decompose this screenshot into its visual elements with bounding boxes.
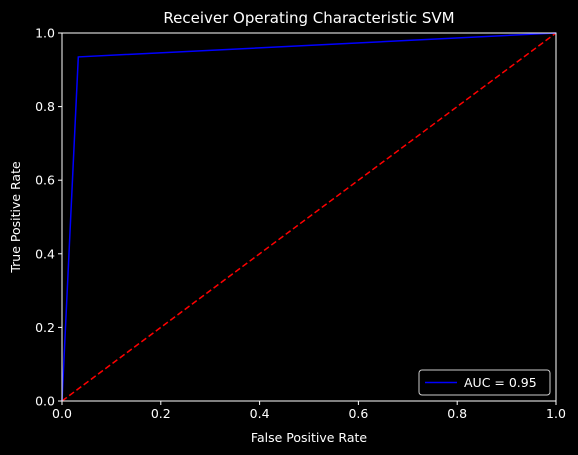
x-tick-label: 0.2: [151, 406, 171, 421]
x-axis-label: False Positive Rate: [251, 430, 367, 445]
y-tick-label: 0.8: [35, 99, 55, 114]
x-tick-label: 1.0: [546, 406, 566, 421]
x-tick-label: 0.6: [348, 406, 368, 421]
chart-title: Receiver Operating Characteristic SVM: [163, 9, 454, 27]
x-tick-label: 0.0: [52, 406, 72, 421]
y-tick-label: 1.0: [35, 26, 55, 41]
legend: AUC = 0.95: [418, 369, 551, 396]
x-axis-ticks: 0.0 0.2 0.4 0.6 0.8 1.0: [52, 401, 566, 421]
legend-label-auc: AUC = 0.95: [464, 375, 537, 390]
y-tick-label: 0.4: [35, 246, 55, 261]
plot-lines: [61, 32, 557, 402]
y-axis-label: True Positive Rate: [8, 161, 23, 274]
y-tick-label: 0.6: [35, 173, 55, 188]
y-tick-label: 0.0: [35, 394, 55, 409]
x-tick-label: 0.4: [250, 406, 270, 421]
roc-curve-line: [61, 32, 557, 402]
x-tick-label: 0.8: [447, 406, 467, 421]
y-tick-label: 0.2: [35, 320, 55, 335]
plot-frame: [61, 32, 557, 402]
chance-diagonal-line: [61, 32, 557, 402]
y-axis-ticks: 0.0 0.2 0.4 0.6 0.8 1.0: [35, 26, 62, 409]
legend-box: [418, 369, 551, 396]
